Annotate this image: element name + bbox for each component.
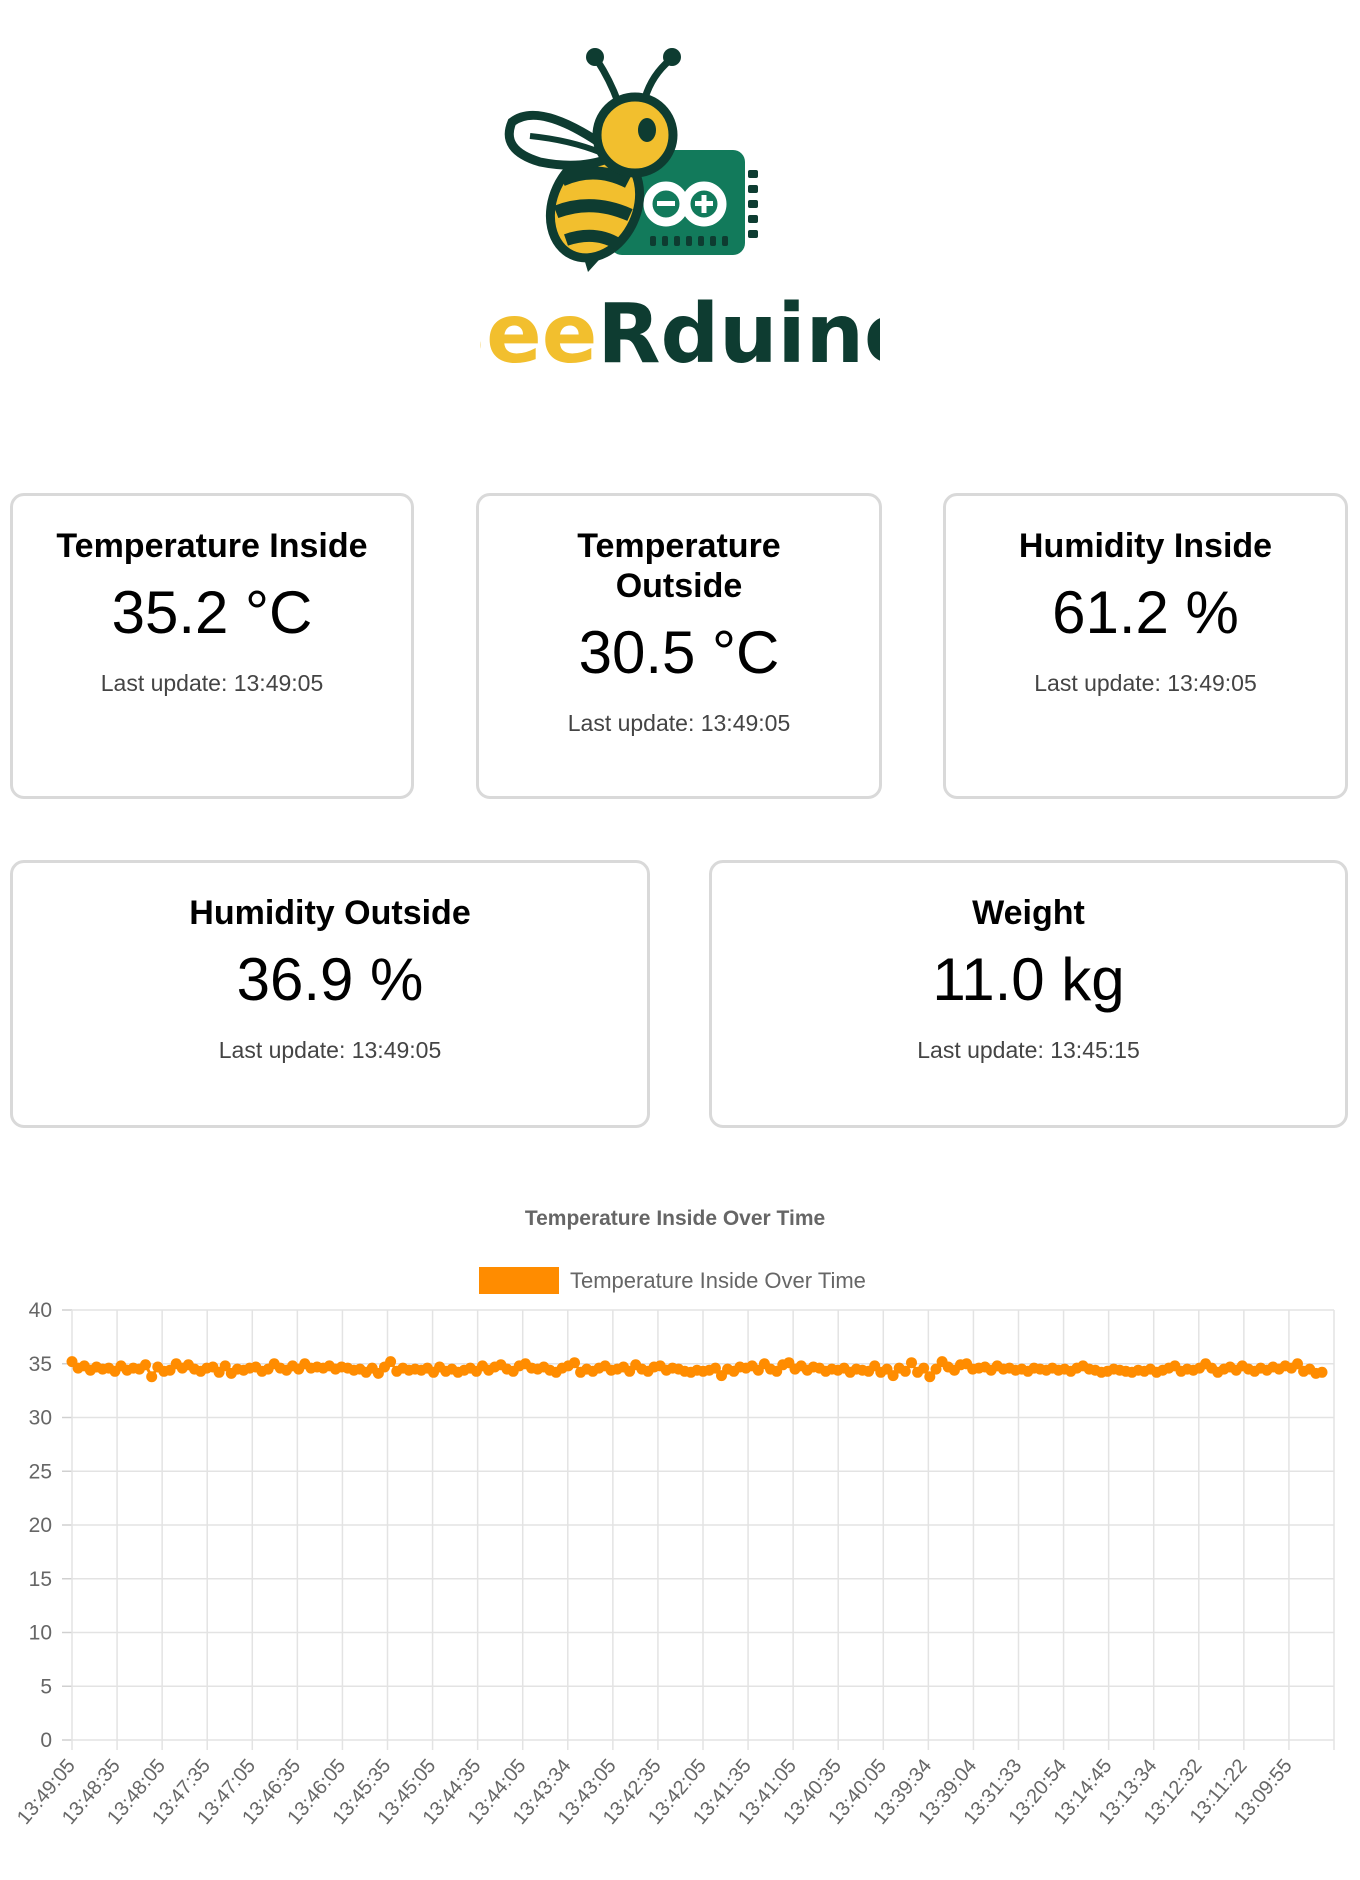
data-point[interactable] <box>146 1371 158 1383</box>
card-last-update: Last update: 13:49:05 <box>100 670 324 696</box>
card-value: 36.9 % <box>236 946 424 1013</box>
y-tick-label: 35 <box>29 1353 52 1376</box>
card-title: Humidity Inside <box>1018 527 1273 565</box>
beerduino-logo: BeeRduino <box>480 48 880 380</box>
series-temperature-inside <box>66 1356 1328 1383</box>
y-axis-ticks: 0 5 10 15 20 25 30 35 40 <box>29 1299 52 1752</box>
temperature-chart: Temperature Inside Over Time Temperature… <box>13 1207 1335 1829</box>
data-point[interactable] <box>906 1357 917 1369</box>
x-axis-ticks: 13:49:0513:48:3513:48:0513:47:3513:47:05… <box>13 1755 1297 1829</box>
y-tick-label: 40 <box>29 1299 52 1322</box>
y-tick-label: 0 <box>40 1729 52 1752</box>
card-last-update: Last update: 13:45:15 <box>917 1037 1140 1063</box>
data-point[interactable] <box>887 1370 899 1382</box>
y-tick-label: 30 <box>29 1407 52 1430</box>
card-title: Temperature Outside <box>577 527 781 605</box>
card-last-update: Last update: 13:49:05 <box>218 1037 442 1063</box>
card-value: 61.2 % <box>1052 579 1239 646</box>
card-temperature-inside: Temperature Inside 35.2 °C Last update: … <box>10 493 414 799</box>
data-point[interactable] <box>1316 1366 1328 1378</box>
data-point[interactable] <box>140 1359 151 1371</box>
card-title: Weight <box>972 894 1085 932</box>
data-point[interactable] <box>569 1357 580 1369</box>
card-humidity-outside: Humidity Outside 36.9 % Last update: 13:… <box>10 860 650 1128</box>
card-last-update: Last update: 13:49:05 <box>1034 670 1257 696</box>
y-tick-label: 25 <box>29 1460 52 1483</box>
logo-wordmark: BeeRduino <box>480 287 880 380</box>
card-value: 11.0 kg <box>932 946 1125 1013</box>
data-point[interactable] <box>924 1371 936 1383</box>
bee-arduino-icon <box>504 48 758 272</box>
legend-label[interactable]: Temperature Inside Over Time <box>570 1268 866 1293</box>
card-title: Temperature Inside <box>56 527 368 565</box>
data-point[interactable] <box>1292 1358 1303 1370</box>
chart-title: Temperature Inside Over Time <box>525 1207 825 1230</box>
y-tick-label: 15 <box>29 1568 52 1591</box>
data-point[interactable] <box>709 1362 721 1374</box>
card-value: 35.2 °C <box>111 579 313 646</box>
card-temperature-outside: Temperature Outside 30.5 °C Last update:… <box>476 493 882 799</box>
logo-rduino-text: Rduino <box>597 287 880 380</box>
data-point[interactable] <box>385 1356 397 1368</box>
card-value: 30.5 °C <box>578 619 780 686</box>
y-tick-label: 10 <box>29 1622 52 1645</box>
legend-swatch[interactable] <box>479 1267 559 1294</box>
data-point[interactable] <box>899 1365 911 1377</box>
card-humidity-inside: Humidity Inside 61.2 % Last update: 13:4… <box>943 493 1348 799</box>
data-point[interactable] <box>219 1360 231 1372</box>
y-tick-label: 5 <box>40 1675 52 1698</box>
card-last-update: Last update: 13:49:05 <box>567 710 791 736</box>
card-weight: Weight 11.0 kg Last update: 13:45:15 <box>709 860 1348 1128</box>
card-title: Humidity Outside <box>189 894 471 932</box>
y-tick-label: 20 <box>29 1514 52 1537</box>
logo-bee-text: Bee <box>480 287 597 380</box>
data-point[interactable] <box>918 1362 930 1374</box>
data-point[interactable] <box>930 1363 942 1375</box>
